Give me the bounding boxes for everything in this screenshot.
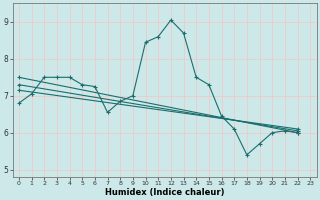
X-axis label: Humidex (Indice chaleur): Humidex (Indice chaleur) (105, 188, 224, 197)
